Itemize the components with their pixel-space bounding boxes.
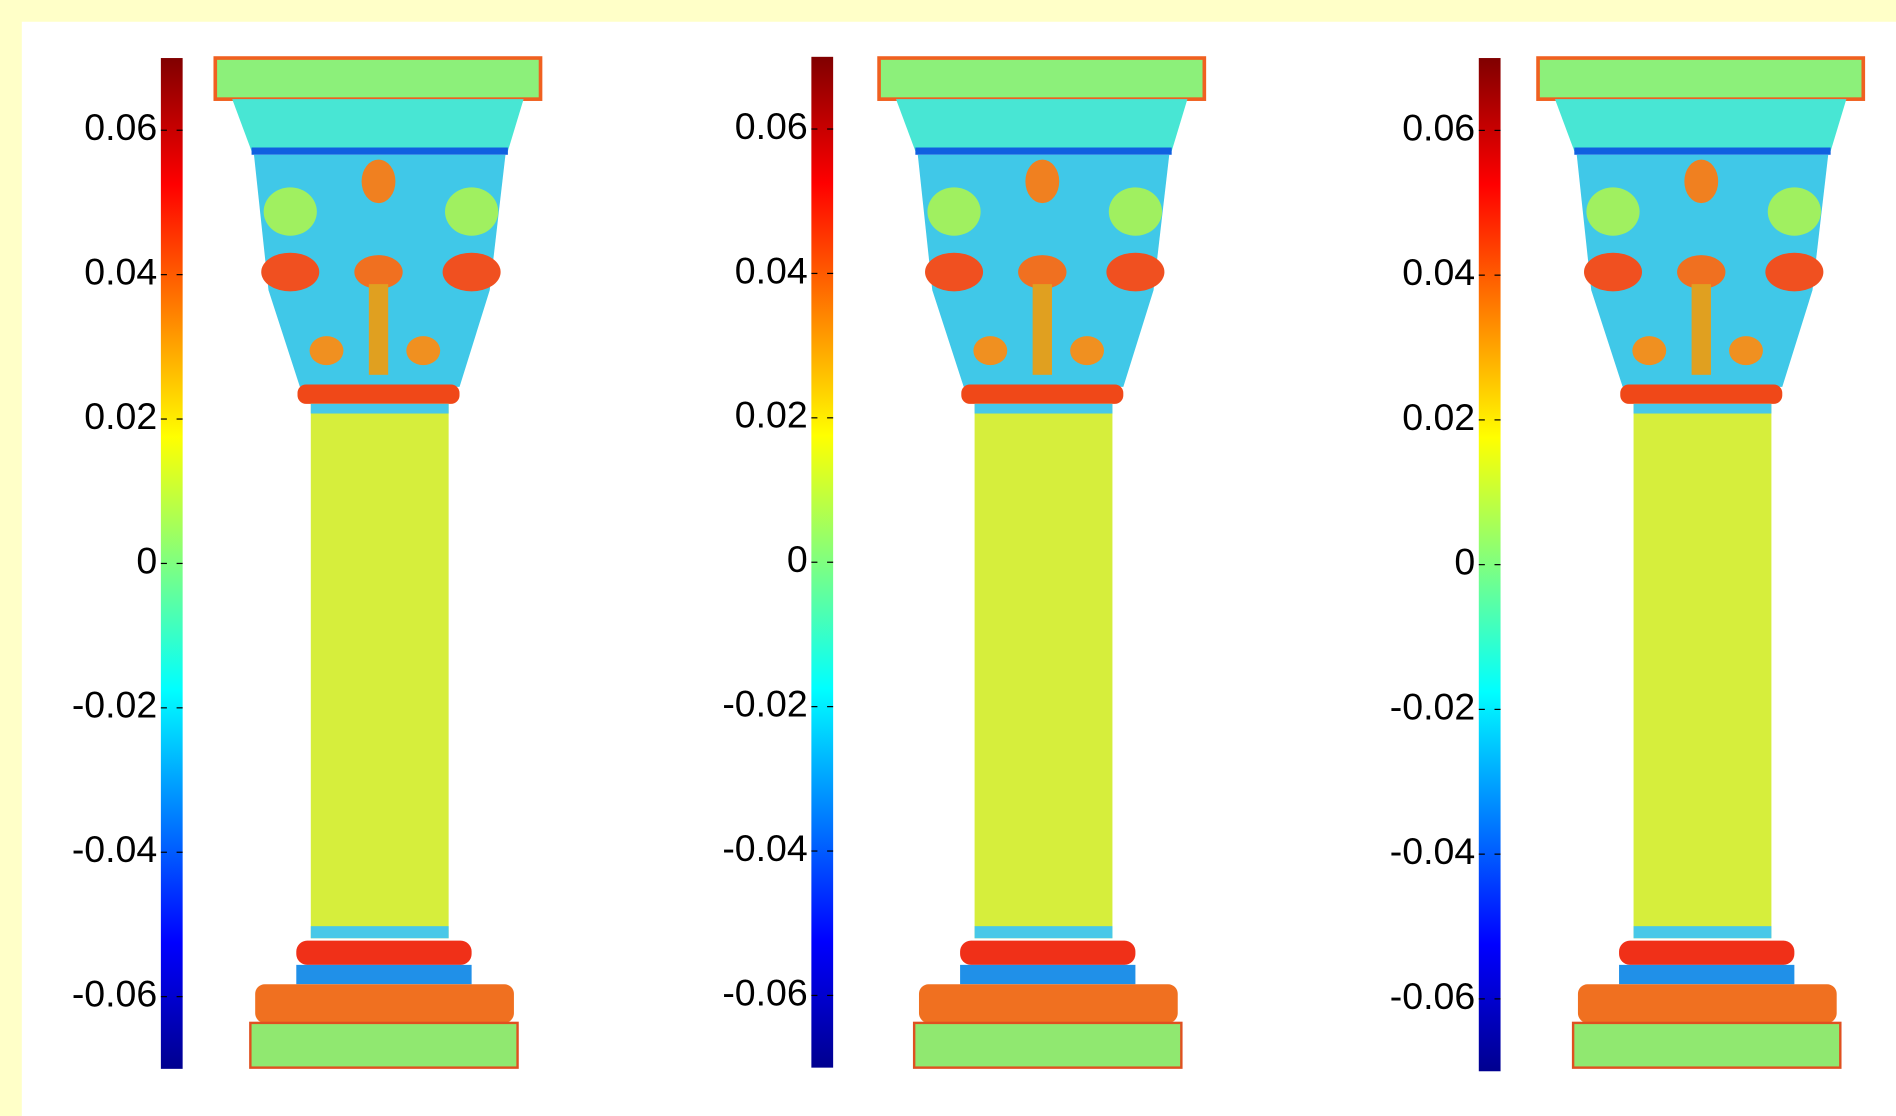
tick-label: 0.06	[735, 105, 808, 147]
tick-label: 0	[787, 538, 808, 580]
tick-label: 0.06	[84, 106, 157, 148]
tick-label: -0.02	[72, 684, 157, 726]
tick-label: -0.06	[72, 973, 157, 1015]
tick-label: 0	[136, 539, 157, 581]
figure: -0.06 -0.04 -0.02 0 0.02 0.04 0.06 -0.06 -0.04 -0…	[0, 0, 1896, 1116]
tick-label: -0.06	[722, 971, 807, 1013]
tick-label: -0.06	[1390, 975, 1475, 1017]
tick-label: 0.02	[735, 394, 808, 436]
tick-label: 0.02	[1402, 396, 1475, 438]
tick-label: 0.04	[735, 249, 808, 291]
tick-label: 0.04	[1402, 251, 1475, 293]
tick-label: 0.02	[84, 395, 157, 437]
tick-label: -0.04	[1390, 830, 1475, 872]
page: {"chart_data": [ {"type": "colorbar", "c…	[0, 0, 1896, 1116]
tick-label: -0.04	[722, 827, 807, 869]
tick-label: 0.04	[84, 251, 157, 293]
tick-label: -0.02	[1390, 685, 1475, 727]
tick-label: -0.04	[72, 828, 157, 870]
tick-label: 0.06	[1402, 106, 1475, 148]
tick-label: 0	[1454, 541, 1475, 583]
tick-label: -0.02	[722, 683, 807, 725]
